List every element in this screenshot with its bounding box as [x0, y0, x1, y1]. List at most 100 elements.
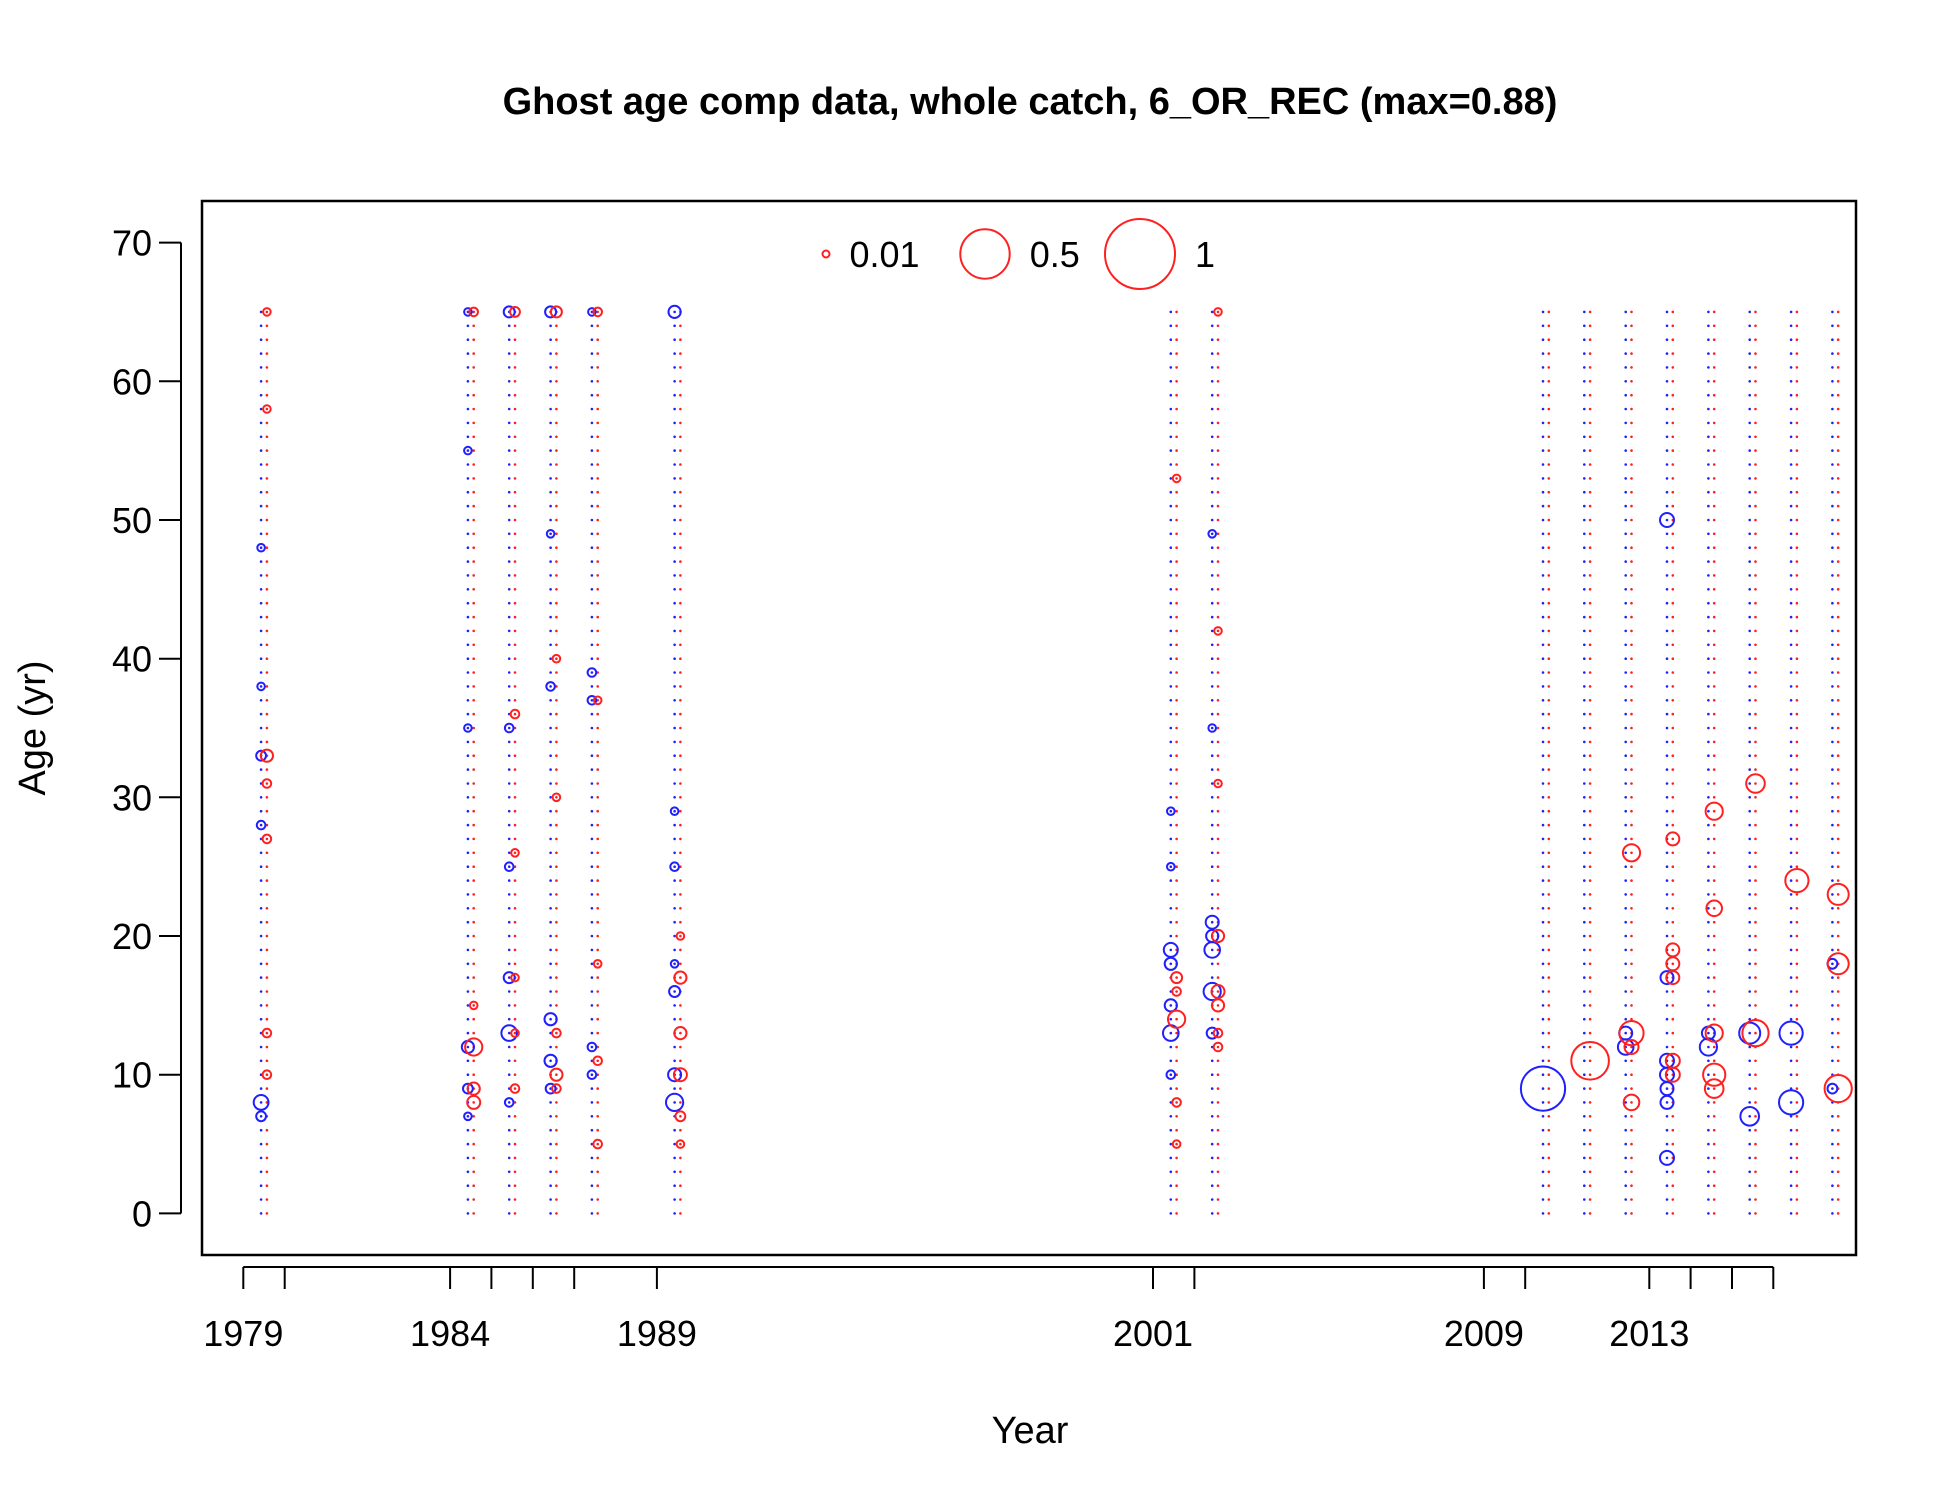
bubble-bg-exp-1-12 — [466, 1045, 470, 1049]
bubble-bg-exp-14-22 — [1789, 907, 1793, 910]
bubble-bg-exp-15-64 — [1831, 324, 1834, 328]
bubble-bg-exp-1-55 — [466, 449, 470, 452]
bubble-bg-obs-3-33 — [555, 754, 558, 757]
bubble-bg-obs-6-24 — [1175, 879, 1178, 882]
bubble-bg-exp-1-13 — [466, 1031, 470, 1035]
bubble-bg-obs-1-48 — [472, 546, 476, 549]
bubble-bg-obs-11-59 — [1671, 393, 1675, 397]
bubble-bg-exp-1-54 — [466, 463, 470, 466]
bubble-bg-obs-6-36 — [1175, 712, 1178, 716]
bubble-bg-obs-2-50 — [513, 518, 517, 522]
bubble-bg-obs-7-15 — [1216, 1004, 1220, 1007]
bubble-bg-obs-8-56 — [1547, 435, 1551, 439]
bubble-bg-exp-10-32 — [1624, 768, 1627, 771]
bubble-bg-exp-6-14 — [1169, 1017, 1173, 1021]
bubble-bg-exp-14-10 — [1789, 1073, 1793, 1076]
bubble-bg-exp-8-29 — [1541, 809, 1545, 813]
bubble-bg-exp-9-55 — [1583, 449, 1586, 452]
bubble-bg-obs-3-43 — [555, 615, 558, 619]
bubble-bg-obs-9-64 — [1588, 324, 1592, 328]
bubble-bg-exp-6-10 — [1169, 1073, 1173, 1076]
bubble-bg-obs-15-0 — [1836, 1212, 1840, 1215]
bubble-bg-exp-14-42 — [1789, 629, 1793, 633]
bubble-bg-exp-2-48 — [507, 546, 511, 549]
bubble-bg-obs-0-60 — [265, 380, 269, 383]
bubble-bg-obs-6-1 — [1175, 1198, 1178, 1201]
bubble-bg-obs-5-4 — [679, 1156, 682, 1160]
bubble-bg-exp-12-37 — [1707, 699, 1710, 702]
bubble-bg-exp-0-65 — [259, 310, 263, 314]
bubble-bg-obs-1-16 — [472, 990, 476, 993]
bubble-bg-obs-1-28 — [472, 823, 476, 827]
bubble-bg-exp-13-45 — [1748, 588, 1751, 591]
bubble-bg-obs-10-63 — [1630, 338, 1633, 342]
bubble-exp-13 — [500, 1024, 519, 1042]
x-tick-label-0: 1979 — [203, 1313, 283, 1354]
bubble-bg-obs-6-22 — [1175, 907, 1178, 910]
bubble-bg-exp-15-45 — [1831, 588, 1834, 591]
bubble-bg-obs-0-41 — [265, 643, 269, 647]
bubble-bg-obs-9-48 — [1588, 546, 1592, 549]
bubble-bg-exp-15-62 — [1831, 352, 1834, 355]
bubble-bg-obs-9-44 — [1588, 601, 1592, 605]
bubble-bg-obs-8-38 — [1547, 685, 1551, 688]
bubble-bg-exp-2-37 — [507, 699, 511, 702]
bubble-bg-exp-14-55 — [1789, 449, 1793, 452]
bubble-bg-obs-5-51 — [679, 504, 682, 508]
bubble-bg-exp-13-9 — [1748, 1087, 1751, 1090]
bubble-bg-exp-14-19 — [1789, 948, 1793, 952]
bubble-bg-obs-9-34 — [1588, 740, 1592, 744]
bubble-bg-exp-9-5 — [1583, 1142, 1586, 1146]
bubble-bg-obs-0-2 — [265, 1184, 269, 1187]
bubble-bg-obs-3-46 — [555, 574, 558, 577]
bubble-bg-exp-9-59 — [1583, 393, 1586, 397]
bubble-bg-exp-13-38 — [1748, 685, 1751, 688]
bubble-bg-obs-2-5 — [513, 1142, 517, 1146]
bubble-bg-exp-13-16 — [1748, 990, 1751, 993]
bubble-bg-obs-1-2 — [472, 1184, 476, 1187]
bubble-obs-18 — [549, 305, 563, 319]
bubble-bg-exp-0-2 — [259, 1184, 263, 1187]
bubble-bg-obs-1-25 — [472, 865, 476, 868]
bubble-bg-exp-10-39 — [1624, 671, 1627, 674]
bubble-bg-obs-15-14 — [1836, 1017, 1840, 1021]
bubble-bg-exp-13-2 — [1748, 1184, 1751, 1187]
bubble-bg-obs-15-46 — [1836, 574, 1840, 577]
bubble-bg-obs-15-13 — [1836, 1031, 1840, 1035]
bubble-bg-exp-2-19 — [507, 948, 511, 952]
bubble-bg-obs-5-6 — [679, 1128, 682, 1132]
bubble-bg-exp-3-62 — [549, 352, 552, 355]
bubble-obs-26 — [592, 1055, 604, 1067]
bubble-obs-69 — [1826, 952, 1850, 976]
bubble-bg-obs-1-31 — [472, 782, 476, 785]
bubble-bg-obs-6-2 — [1175, 1184, 1178, 1187]
bubble-bg-obs-5-49 — [679, 532, 682, 536]
bubble-bg-exp-7-51 — [1210, 504, 1214, 508]
bubble-bg-obs-15-29 — [1836, 809, 1840, 813]
bubble-bg-obs-13-17 — [1754, 976, 1757, 979]
bubble-bg-obs-10-50 — [1630, 518, 1633, 522]
bubble-bg-obs-7-62 — [1216, 352, 1220, 355]
bubble-bg-obs-2-26 — [513, 851, 517, 855]
bubble-bg-exp-11-33 — [1665, 754, 1669, 757]
bubble-bg-obs-9-0 — [1588, 1212, 1592, 1215]
bubble-bg-exp-7-18 — [1210, 962, 1214, 966]
bubble-bg-obs-10-62 — [1630, 352, 1633, 355]
bubble-bg-obs-1-29 — [472, 809, 476, 813]
bubble-bg-obs-2-11 — [513, 1059, 517, 1063]
bubble-bg-obs-0-11 — [265, 1059, 269, 1063]
bubble-bg-obs-4-61 — [596, 366, 599, 369]
bubble-bg-exp-0-40 — [259, 657, 263, 660]
bubble-bg-exp-1-61 — [466, 366, 470, 369]
bubble-bg-exp-6-7 — [1169, 1115, 1173, 1118]
bubble-bg-obs-5-35 — [679, 726, 682, 730]
bubble-bg-exp-4-7 — [590, 1115, 594, 1118]
bubble-bg-obs-0-46 — [265, 574, 269, 577]
bubble-bg-obs-10-20 — [1630, 934, 1633, 938]
bubble-bg-exp-12-25 — [1707, 865, 1710, 868]
bubble-bg-obs-8-17 — [1547, 976, 1551, 979]
bubble-bg-exp-0-60 — [259, 380, 263, 383]
bubble-bg-obs-9-63 — [1588, 338, 1592, 342]
bubble-bg-exp-0-22 — [259, 907, 263, 910]
bubble-bg-exp-4-12 — [590, 1045, 594, 1049]
